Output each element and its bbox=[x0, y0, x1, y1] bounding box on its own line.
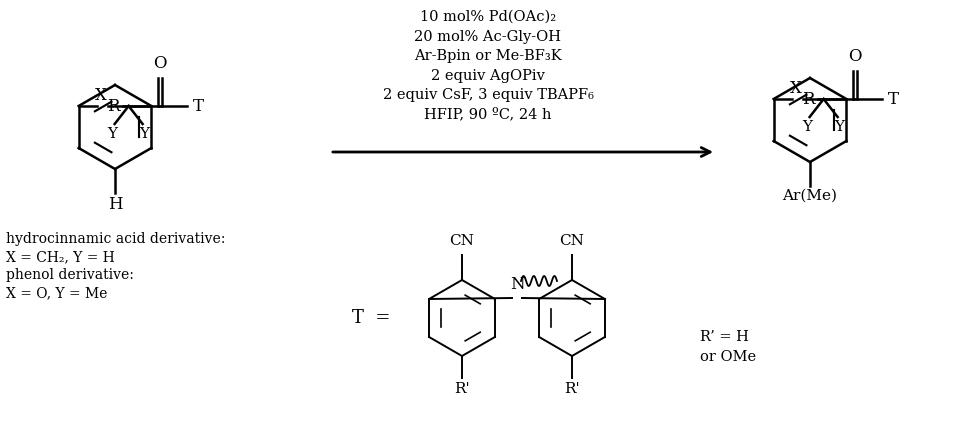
Text: X = O, Y = Me: X = O, Y = Me bbox=[6, 286, 107, 300]
Text: 10 mol% Pd(OAc)₂: 10 mol% Pd(OAc)₂ bbox=[419, 10, 556, 24]
Text: Y: Y bbox=[802, 120, 812, 134]
Text: X = CH₂, Y = H: X = CH₂, Y = H bbox=[6, 250, 114, 264]
Text: R’ = H: R’ = H bbox=[700, 330, 748, 344]
Text: hydrocinnamic acid derivative:: hydrocinnamic acid derivative: bbox=[6, 232, 225, 246]
Text: HFIP, 90 ºC, 24 h: HFIP, 90 ºC, 24 h bbox=[424, 107, 551, 121]
Text: X: X bbox=[788, 80, 801, 97]
Text: R': R' bbox=[453, 382, 469, 396]
Text: R: R bbox=[801, 91, 814, 107]
Text: T  =: T = bbox=[352, 309, 390, 327]
Text: R': R' bbox=[564, 382, 579, 396]
Text: H: H bbox=[107, 196, 122, 213]
Text: Y: Y bbox=[140, 127, 149, 141]
Text: 2 equiv CsF, 3 equiv TBAPF₆: 2 equiv CsF, 3 equiv TBAPF₆ bbox=[382, 88, 593, 102]
Text: Y: Y bbox=[833, 120, 844, 134]
Text: phenol derivative:: phenol derivative: bbox=[6, 268, 134, 282]
Text: O: O bbox=[847, 48, 861, 65]
Text: R: R bbox=[106, 97, 119, 115]
Text: 2 equiv AgOPiv: 2 equiv AgOPiv bbox=[431, 69, 544, 82]
Text: O: O bbox=[152, 55, 166, 72]
Text: Y: Y bbox=[107, 127, 117, 141]
Text: Ar(Me): Ar(Me) bbox=[782, 189, 836, 203]
Text: N: N bbox=[509, 276, 524, 293]
Text: CN: CN bbox=[449, 234, 474, 248]
Text: X: X bbox=[95, 87, 106, 104]
Text: 20 mol% Ac-Gly-OH: 20 mol% Ac-Gly-OH bbox=[414, 30, 561, 44]
Text: T: T bbox=[887, 91, 898, 107]
Text: or OMe: or OMe bbox=[700, 350, 755, 364]
Text: CN: CN bbox=[559, 234, 584, 248]
Text: Ar-Bpin or Me-BF₃K: Ar-Bpin or Me-BF₃K bbox=[413, 49, 562, 63]
Text: T: T bbox=[192, 97, 203, 115]
